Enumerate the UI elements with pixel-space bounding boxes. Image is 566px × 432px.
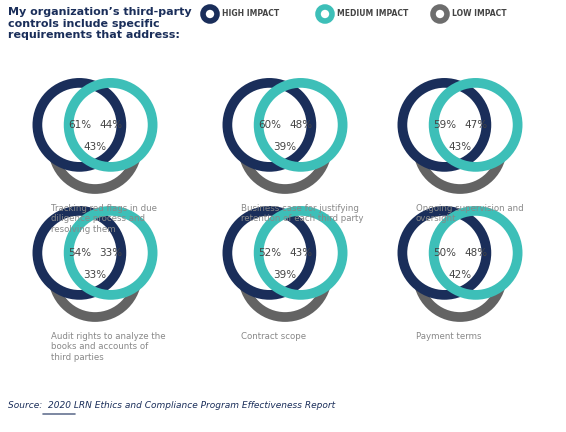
Text: LOW IMPACT: LOW IMPACT xyxy=(452,10,507,19)
Text: 39%: 39% xyxy=(273,270,297,280)
Text: Audit rights to analyze the
books and accounts of
third parties: Audit rights to analyze the books and ac… xyxy=(51,332,165,362)
Circle shape xyxy=(418,105,502,189)
Text: 42%: 42% xyxy=(448,270,471,280)
Text: 39%: 39% xyxy=(273,142,297,152)
Circle shape xyxy=(402,83,486,167)
Text: 61%: 61% xyxy=(68,120,91,130)
Circle shape xyxy=(259,211,342,295)
Text: Tracking red flags in due
diligence process and
resolving them: Tracking red flags in due diligence proc… xyxy=(51,204,157,234)
Circle shape xyxy=(68,83,153,167)
Text: 43%: 43% xyxy=(289,248,312,258)
Circle shape xyxy=(68,211,153,295)
Text: 33%: 33% xyxy=(99,248,122,258)
Circle shape xyxy=(243,105,327,189)
Text: 50%: 50% xyxy=(433,248,456,258)
Text: Source:  2020 LRN Ethics and Compliance Program Effectiveness Report: Source: 2020 LRN Ethics and Compliance P… xyxy=(8,401,335,410)
Circle shape xyxy=(259,83,342,167)
Circle shape xyxy=(228,83,311,167)
Text: 60%: 60% xyxy=(258,120,281,130)
Text: My organization’s third-party
controls include specific
requirements that addres: My organization’s third-party controls i… xyxy=(8,7,192,40)
Text: 54%: 54% xyxy=(68,248,91,258)
Text: 48%: 48% xyxy=(464,248,487,258)
Circle shape xyxy=(402,211,486,295)
Text: Business case for justifying
retention of each third party: Business case for justifying retention o… xyxy=(241,204,363,223)
Text: Payment terms: Payment terms xyxy=(416,332,482,341)
Text: Contract scope: Contract scope xyxy=(241,332,306,341)
Text: 44%: 44% xyxy=(99,120,122,130)
Circle shape xyxy=(37,211,121,295)
Circle shape xyxy=(318,7,332,21)
Text: Ongoing supervision and
oversight: Ongoing supervision and oversight xyxy=(416,204,524,223)
Circle shape xyxy=(53,233,137,317)
Text: 47%: 47% xyxy=(464,120,487,130)
Text: 48%: 48% xyxy=(289,120,312,130)
Text: 59%: 59% xyxy=(433,120,456,130)
Circle shape xyxy=(433,7,447,21)
Text: 43%: 43% xyxy=(83,142,106,152)
Circle shape xyxy=(53,105,137,189)
Text: MEDIUM IMPACT: MEDIUM IMPACT xyxy=(337,10,409,19)
Text: 43%: 43% xyxy=(448,142,471,152)
Text: HIGH IMPACT: HIGH IMPACT xyxy=(222,10,279,19)
Circle shape xyxy=(243,233,327,317)
Circle shape xyxy=(434,211,518,295)
Circle shape xyxy=(228,211,311,295)
Circle shape xyxy=(37,83,121,167)
Circle shape xyxy=(203,7,217,21)
Text: 52%: 52% xyxy=(258,248,281,258)
Text: 33%: 33% xyxy=(83,270,106,280)
Circle shape xyxy=(418,233,502,317)
Circle shape xyxy=(434,83,518,167)
